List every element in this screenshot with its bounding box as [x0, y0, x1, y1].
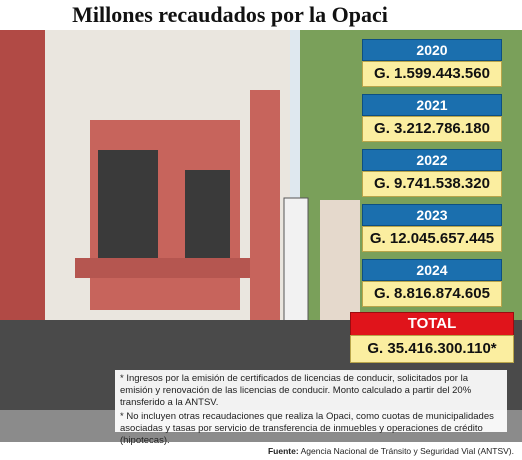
total-label: TOTAL: [350, 312, 514, 336]
note: * No incluyen otras recaudaciones que re…: [120, 411, 494, 446]
year-label: 2023: [362, 204, 502, 226]
source-text: Agencia Nacional de Tránsito y Seguridad…: [300, 446, 514, 456]
year-amount: G. 8.816.874.605: [362, 281, 502, 307]
year-label: 2021: [362, 94, 502, 116]
note: * Ingresos por la emisión de certificado…: [120, 373, 472, 408]
year-label: 2020: [362, 39, 502, 61]
notes: * Ingresos por la emisión de certificado…: [115, 370, 507, 446]
title: Millones recaudados por la Opaci: [72, 2, 388, 27]
year-amount: G. 12.045.657.445: [362, 226, 502, 252]
year-label: 2024: [362, 259, 502, 281]
year-amount: G. 3.212.786.180: [362, 116, 502, 142]
source: Fuente: Agencia Nacional de Tránsito y S…: [268, 446, 514, 456]
year-amount: G. 9.741.538.320: [362, 171, 502, 197]
source-label: Fuente:: [267, 446, 299, 456]
total-amount: G. 35.416.300.110*: [350, 335, 514, 363]
year-amount: G. 1.599.443.560: [362, 61, 502, 87]
year-label: 2022: [362, 149, 502, 171]
